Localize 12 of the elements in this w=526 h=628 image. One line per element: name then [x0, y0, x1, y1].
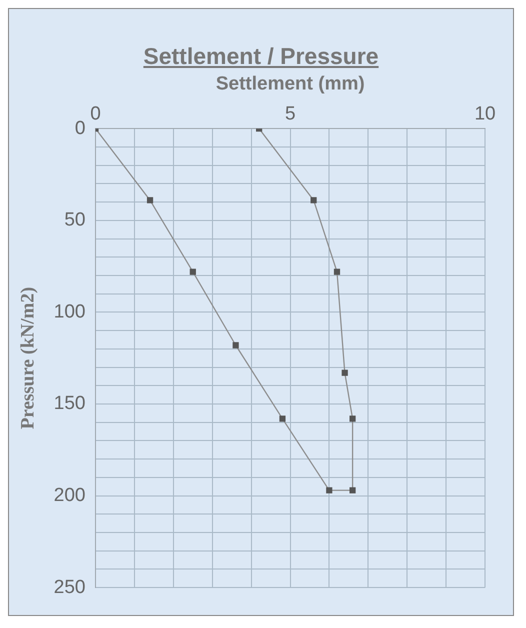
- y-tick-label: 0: [74, 118, 86, 139]
- x-tick-label: 5: [284, 103, 296, 124]
- x-tick-label: 10: [474, 103, 496, 124]
- x-axis-title: Settlement (mm): [216, 74, 365, 95]
- y-tick-label: 200: [54, 485, 86, 506]
- y-tick-label: 50: [64, 210, 86, 231]
- y-tick-label: 100: [54, 301, 86, 322]
- x-tick-label: 0: [90, 103, 101, 124]
- y-tick-label: 250: [54, 576, 86, 598]
- chart-title: Settlement / Pressure: [142, 42, 380, 69]
- y-axis-title: Pressure (kN/m2): [17, 286, 38, 430]
- y-tick-label: 150: [54, 393, 86, 414]
